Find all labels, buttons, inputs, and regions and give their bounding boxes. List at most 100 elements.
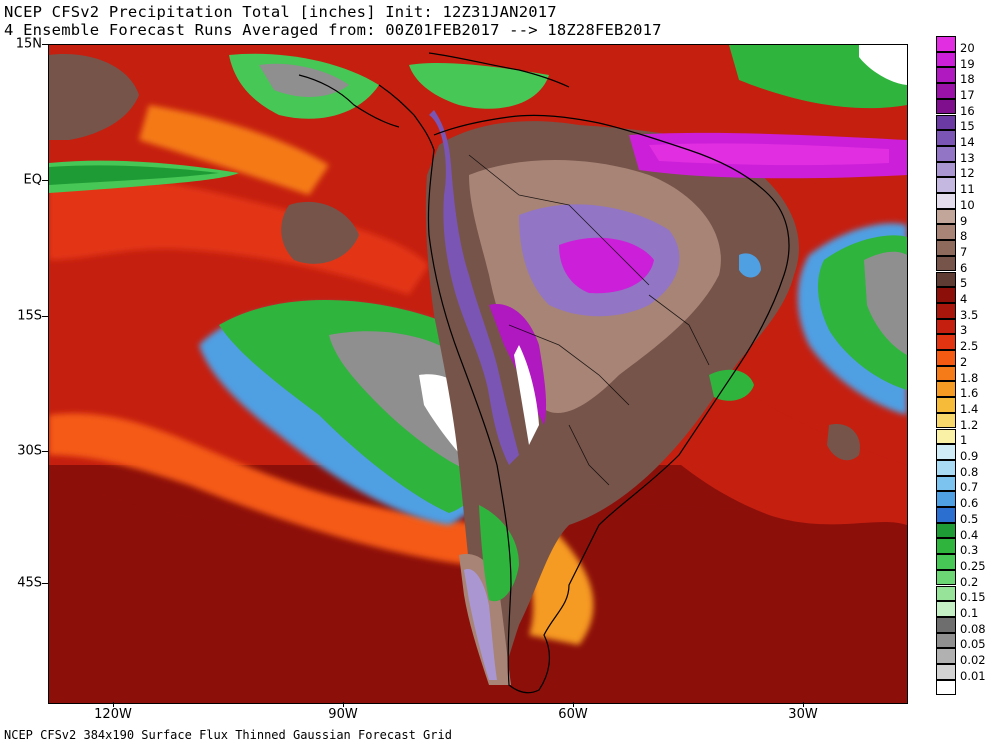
colorbar-swatch (936, 648, 956, 664)
lat-label-eq: EQ (23, 172, 42, 188)
colorbar-label: 1.6 (960, 386, 979, 401)
lon-label-90w: 90W (328, 707, 358, 722)
colorbar-swatch (936, 287, 956, 303)
colorbar-label: 0.15 (960, 590, 986, 605)
colorbar-label: 0.3 (960, 543, 979, 558)
colorbar-label: 1 (960, 433, 968, 448)
lat-tick (42, 180, 48, 181)
colorbar-label: 15 (960, 119, 975, 134)
colorbar-label: 0.01 (960, 668, 986, 683)
colorbar-label: 3.5 (960, 307, 979, 322)
colorbar-label: 1.2 (960, 417, 979, 432)
colorbar-swatch (936, 679, 956, 696)
precipitation-field (49, 45, 907, 703)
colorbar-label: 19 (960, 56, 975, 71)
colorbar-swatch (936, 365, 956, 382)
colorbar-swatch (936, 444, 956, 460)
colorbar-label: 12 (960, 166, 975, 181)
colorbar-swatch (936, 381, 956, 398)
colorbar-label: 8 (960, 229, 968, 244)
colorbar-label: 2 (960, 354, 968, 369)
lon-tick (573, 702, 574, 707)
colorbar-swatch (936, 36, 956, 52)
colorbar-label: 4 (960, 292, 968, 307)
colorbar-label: 11 (960, 182, 975, 197)
colorbar-swatch (936, 161, 956, 178)
colorbar-swatch (936, 428, 956, 445)
colorbar-swatch (936, 350, 956, 366)
precipitation-map (48, 44, 908, 704)
colorbar-swatch (936, 554, 956, 570)
colorbar-swatch (936, 397, 956, 413)
colorbar-label: 0.4 (960, 527, 979, 542)
colorbar-swatch (936, 130, 956, 146)
colorbar-label: 0.9 (960, 449, 979, 464)
lat-tick (42, 44, 48, 45)
colorbar-swatch (936, 507, 956, 523)
colorbar-label: 9 (960, 213, 968, 228)
chart-title: NCEP CFSv2 Precipitation Total [inches] … (4, 3, 557, 21)
lat-label-15n: 15N (15, 36, 42, 52)
lon-tick (803, 702, 804, 707)
lon-label-30w: 30W (788, 707, 818, 722)
colorbar-label: 13 (960, 150, 975, 165)
colorbar-label: 0.1 (960, 606, 979, 621)
colorbar-swatch (936, 271, 956, 288)
colorbar-swatch (936, 240, 956, 256)
colorbar-swatch (936, 193, 956, 209)
colorbar-label: 0.25 (960, 558, 986, 573)
colorbar-label: 0.2 (960, 574, 979, 589)
colorbar-swatch (936, 177, 956, 193)
colorbar-swatch (936, 145, 956, 162)
colorbar-label: 10 (960, 197, 975, 212)
lon-tick (113, 702, 114, 707)
colorbar-swatch (936, 632, 956, 649)
lat-tick (42, 583, 48, 584)
footer-grid-note: NCEP CFSv2 384x190 Surface Flux Thinned … (4, 728, 452, 742)
lat-tick (42, 451, 48, 452)
colorbar-swatch (936, 569, 956, 586)
lon-tick (343, 702, 344, 707)
colorbar-label: 0.6 (960, 496, 979, 511)
colorbar-swatch (936, 491, 956, 507)
colorbar-label: 0.02 (960, 653, 986, 668)
colorbar-label: 0.8 (960, 464, 979, 479)
colorbar-swatch (936, 459, 956, 476)
lon-label-60w: 60W (558, 707, 588, 722)
colorbar-swatch (936, 334, 956, 350)
colorbar-label: 7 (960, 244, 968, 259)
colorbar-swatch (936, 318, 956, 335)
colorbar-swatch (936, 412, 956, 429)
colorbar-swatch (936, 51, 956, 68)
colorbar-label: 1.4 (960, 401, 979, 416)
colorbar-label: 20 (960, 40, 975, 55)
colorbar-label: 0.5 (960, 511, 979, 526)
colorbar-swatch (936, 224, 956, 241)
colorbar-swatch (936, 538, 956, 555)
lat-tick (42, 316, 48, 317)
colorbar-swatch (936, 302, 956, 319)
colorbar-swatch (936, 67, 956, 84)
chart-subtitle: 4 Ensemble Forecast Runs Averaged from: … (4, 21, 662, 39)
colorbar-swatch (936, 664, 956, 680)
colorbar-swatch (936, 83, 956, 99)
colorbar-swatch (936, 98, 956, 115)
colorbar-label: 0.05 (960, 637, 986, 652)
colorbar-label: 0.08 (960, 621, 986, 636)
colorbar-label: 16 (960, 103, 975, 118)
colorbar-swatch (936, 114, 956, 131)
colorbar-label: 14 (960, 135, 975, 150)
lat-label-15s: 15S (17, 308, 42, 324)
lon-label-120w: 120W (94, 707, 132, 722)
colorbar-swatch (936, 616, 956, 633)
colorbar-label: 3 (960, 323, 968, 338)
colorbar-label: 1.8 (960, 370, 979, 385)
colorbar-swatch (936, 601, 956, 617)
colorbar-label: 18 (960, 72, 975, 87)
colorbar-swatch (936, 585, 956, 602)
lat-label-45s: 45S (17, 575, 42, 591)
colorbar-label: 17 (960, 87, 975, 102)
colorbar-swatch (936, 475, 956, 492)
colorbar-swatch (936, 255, 956, 272)
colorbar-swatch (936, 208, 956, 225)
